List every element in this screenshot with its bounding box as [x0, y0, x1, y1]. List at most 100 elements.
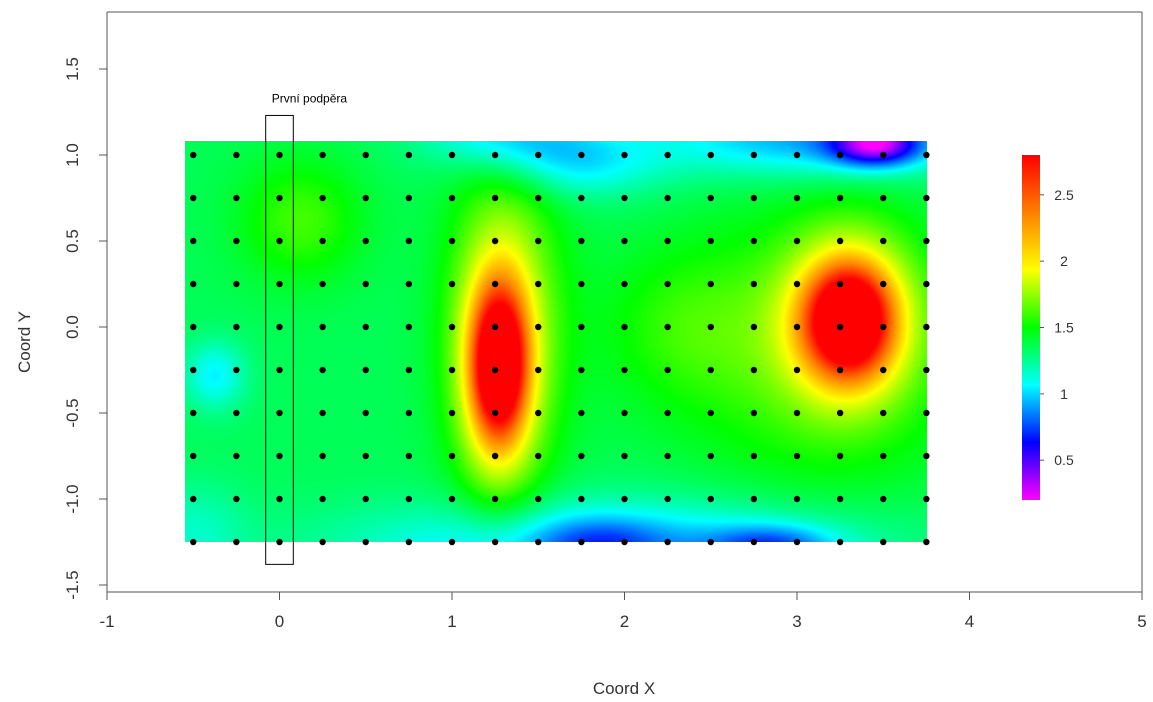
sample-point [448, 538, 456, 546]
sample-point [448, 151, 456, 159]
sample-point [707, 323, 714, 331]
sample-point [491, 323, 499, 331]
colorbar-tick-label: 2.5 [1054, 187, 1074, 203]
sample-point [750, 409, 758, 417]
sample-point [750, 323, 758, 331]
sample-point [319, 409, 326, 417]
sample-point [276, 237, 283, 245]
sample-point [491, 538, 499, 546]
sample-point [405, 409, 413, 417]
sample-point [233, 151, 240, 159]
sample-point [233, 194, 240, 202]
sample-point [535, 280, 542, 288]
sample-point [793, 323, 801, 331]
sample-point [448, 237, 456, 245]
sample-point [362, 495, 369, 503]
sample-point [578, 194, 585, 202]
sample-point [664, 495, 671, 503]
x-tick-label: 0 [275, 612, 284, 631]
sample-point [750, 366, 758, 374]
colorbar-tick-label: 2 [1060, 253, 1068, 269]
x-tick-label: 2 [620, 612, 629, 631]
sample-point [621, 323, 628, 331]
x-tick-label: 5 [1137, 612, 1146, 631]
sample-point [836, 409, 844, 417]
sample-point [707, 495, 714, 503]
sample-point [405, 151, 413, 159]
sample-point [491, 452, 499, 460]
sample-point [750, 151, 758, 159]
sample-point [793, 280, 801, 288]
sample-point [664, 323, 671, 331]
sample-point [793, 366, 801, 374]
sample-point [707, 366, 714, 374]
sample-point [880, 366, 887, 374]
sample-point [362, 151, 369, 159]
sample-point [535, 194, 542, 202]
sample-point [405, 452, 413, 460]
sample-point [190, 194, 197, 202]
y-tick-label: 0.0 [63, 315, 82, 339]
sample-point [535, 452, 542, 460]
y-tick-label: 1.0 [63, 143, 82, 167]
sample-point [880, 409, 887, 417]
sample-point [880, 323, 887, 331]
sample-point [448, 194, 456, 202]
sample-point [880, 194, 887, 202]
sample-point [793, 538, 801, 546]
sample-point [923, 323, 930, 331]
sample-point [664, 366, 671, 374]
sample-point [362, 237, 369, 245]
sample-point [319, 151, 326, 159]
sample-point [448, 409, 456, 417]
sample-point [707, 452, 714, 460]
sample-point [923, 280, 930, 288]
sample-point [190, 495, 197, 503]
sample-point [836, 495, 844, 503]
sample-point [405, 538, 413, 546]
sample-point [362, 538, 369, 546]
x-tick-label: 4 [965, 612, 974, 631]
sample-point [190, 323, 197, 331]
sample-point [190, 151, 197, 159]
annotation: První podpěra [265, 91, 348, 565]
sample-point [750, 194, 758, 202]
sample-point [664, 280, 671, 288]
sample-point [923, 151, 930, 159]
sample-point [276, 538, 283, 546]
sample-point [621, 280, 628, 288]
sample-point [491, 237, 499, 245]
sample-point [362, 280, 369, 288]
sample-point [880, 538, 887, 546]
sample-point [491, 409, 499, 417]
sample-point [491, 495, 499, 503]
sample-point [707, 151, 714, 159]
annotation-label: První podpěra [272, 91, 348, 105]
y-axis-title: Coord Y [15, 311, 34, 373]
sample-point [621, 237, 628, 245]
sample-point [707, 194, 714, 202]
sample-point [750, 538, 758, 546]
sample-point [793, 194, 801, 202]
sample-point [793, 237, 801, 245]
sample-point [233, 323, 240, 331]
sample-point [448, 495, 456, 503]
sample-point [190, 366, 197, 374]
sample-point [578, 366, 585, 374]
sample-point [276, 452, 283, 460]
sample-point [750, 280, 758, 288]
sample-point [578, 495, 585, 503]
sample-point [319, 538, 326, 546]
sample-point [836, 280, 844, 288]
sample-point [448, 366, 456, 374]
sample-point [578, 323, 585, 331]
sample-point [880, 495, 887, 503]
x-tick-label: -1 [99, 612, 114, 631]
sample-point [405, 323, 413, 331]
sample-point [190, 538, 197, 546]
x-axis-title: Coord X [593, 679, 655, 698]
colorbar-gradient [1022, 155, 1040, 500]
sample-point [664, 237, 671, 245]
sample-point [880, 151, 887, 159]
